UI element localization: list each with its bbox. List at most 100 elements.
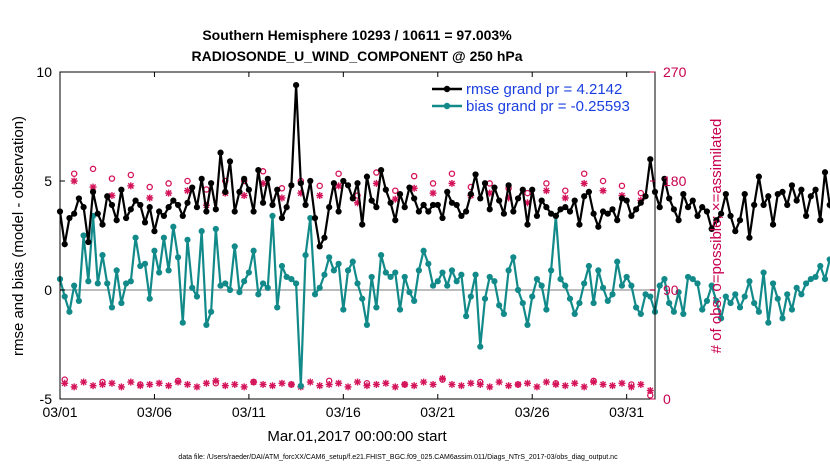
rmse-point <box>350 195 356 201</box>
bias-point <box>690 276 696 282</box>
obs-assimilated-marker <box>269 382 276 389</box>
bias-point <box>213 226 219 232</box>
rmse-point <box>647 156 653 162</box>
chart-subtitle: RADIOSONDE_U_WIND_COMPONENT @ 250 hPa <box>191 48 522 64</box>
bias-point <box>298 383 304 389</box>
rmse-point <box>142 219 148 225</box>
obs-assimilated-marker <box>637 381 644 388</box>
bias-point <box>435 278 441 284</box>
bias-point <box>671 309 677 315</box>
obs-assimilated-marker <box>175 379 182 386</box>
obs-assimilated-marker <box>515 381 522 388</box>
chart-title: Southern Hemisphere 10293 / 10611 = 97.0… <box>202 27 512 43</box>
rmse-point <box>213 206 219 212</box>
bias-point <box>156 269 162 275</box>
rmse-point <box>232 208 238 214</box>
rmse-point <box>553 213 559 219</box>
bias-point <box>761 269 767 275</box>
obs-assimilated-marker <box>231 381 238 388</box>
plot-area <box>60 72 655 399</box>
bias-point <box>312 291 318 297</box>
bias-point <box>779 315 785 321</box>
obs-assimilated-marker <box>458 382 465 389</box>
bias-point <box>76 298 82 304</box>
bias-point <box>572 311 578 317</box>
bias-point <box>241 278 247 284</box>
obs-assimilated-marker <box>581 180 588 187</box>
rmse-point <box>260 200 266 206</box>
rmse-point <box>151 228 157 234</box>
bias-point <box>680 311 686 317</box>
rmse-point <box>638 200 644 206</box>
rmse-point <box>770 222 776 228</box>
bias-point <box>449 267 455 273</box>
rmse-point <box>265 176 271 182</box>
bias-point <box>454 278 460 284</box>
bias-point <box>326 254 332 260</box>
bias-point <box>255 291 261 297</box>
bias-point <box>591 300 597 306</box>
rmse-point <box>454 202 460 208</box>
rmse-point <box>808 193 814 199</box>
rmse-point <box>227 158 233 164</box>
obs-assimilated-marker <box>71 383 78 390</box>
rmse-point <box>572 198 578 204</box>
bias-point <box>340 307 346 313</box>
rmse-point <box>241 176 247 182</box>
bias-point <box>279 263 285 269</box>
rmse-point <box>666 195 672 201</box>
rmse-point <box>85 239 91 245</box>
bias-point <box>397 307 403 313</box>
bias-point <box>331 267 337 273</box>
bias-point <box>265 285 271 291</box>
bias-point <box>822 276 828 282</box>
rmse-point <box>515 195 521 201</box>
rmse-point <box>284 204 290 210</box>
y-axis-label: rmse and bias (model - observation) <box>10 116 27 356</box>
obs-assimilated-marker <box>448 381 455 388</box>
obs-assimilated-marker <box>571 380 578 387</box>
y-tick-label: 0 <box>44 282 52 298</box>
obs-assimilated-marker <box>193 383 200 390</box>
bias-point <box>737 304 743 310</box>
bias-point <box>406 289 412 295</box>
bias-point <box>529 293 535 299</box>
rmse-point <box>794 198 800 204</box>
bias-point <box>95 280 101 286</box>
obs-assimilated-marker <box>552 381 559 388</box>
obs-assimilated-marker <box>562 382 569 389</box>
rmse-point <box>255 167 261 173</box>
bias-point <box>487 274 493 280</box>
bias-point <box>114 267 120 273</box>
bias-point <box>576 300 582 306</box>
obs-assimilated-marker <box>165 382 172 389</box>
rmse-point <box>633 206 639 212</box>
bias-point <box>269 213 275 219</box>
obs-assimilated-marker <box>203 380 210 387</box>
rmse-point <box>312 215 318 221</box>
rmse-point <box>822 169 828 175</box>
rmse-point <box>699 204 705 210</box>
obs-assimilated-marker <box>373 381 380 388</box>
obs-assimilated-marker <box>108 380 115 387</box>
bias-point <box>132 235 138 241</box>
obs-assimilated-marker <box>316 192 323 199</box>
bias-point <box>581 280 587 286</box>
rmse-point <box>685 204 691 210</box>
bias-point <box>161 235 167 241</box>
rmse-point <box>359 222 365 228</box>
y-tick-label: -5 <box>40 391 53 407</box>
bias-point <box>633 304 639 310</box>
rmse-point <box>175 202 181 208</box>
bias-point <box>605 298 611 304</box>
rmse-point <box>746 235 752 241</box>
rmse-point <box>71 211 77 217</box>
obs-assimilated-marker <box>156 380 163 387</box>
obs-assimilated-marker <box>90 382 97 389</box>
y-right-tick-label: 0 <box>663 391 671 407</box>
rmse-point <box>354 180 360 186</box>
rmse-point <box>109 202 115 208</box>
obs-assimilated-marker <box>61 380 68 387</box>
rmse-point <box>236 189 242 195</box>
obs-assimilated-marker <box>392 383 399 390</box>
